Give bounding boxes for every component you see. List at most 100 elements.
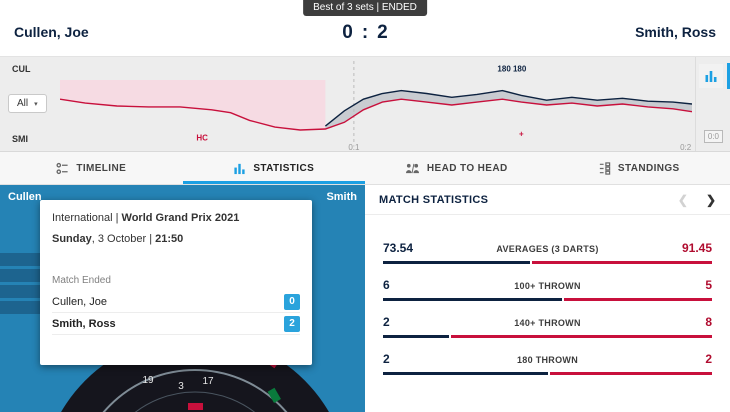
pager-next-icon[interactable]: ❯ xyxy=(705,192,716,207)
chart-axis-tick: 0:1 xyxy=(348,143,360,152)
stat-bar-away xyxy=(531,261,712,264)
chart-annotation: HC xyxy=(196,133,208,143)
tab-timeline-label: TIMELINE xyxy=(76,162,127,174)
stat-bar xyxy=(383,372,712,375)
tab-head-to-head[interactable]: HEAD TO HEAD xyxy=(365,152,548,184)
board-number: 19 xyxy=(142,375,154,386)
away-code-label: SMI xyxy=(12,134,29,144)
match-date: , 3 October xyxy=(91,233,150,245)
chevron-down-icon: ▾ xyxy=(34,100,38,108)
stat-bar-away xyxy=(450,335,712,338)
chart-corner-score: 0:0 xyxy=(703,130,723,143)
score-home: 0 xyxy=(342,22,353,43)
stat-home-value: 2 xyxy=(383,352,390,366)
stat-label: 100+ THROWN xyxy=(514,281,581,291)
pager-prev-icon[interactable]: ❮ xyxy=(677,192,688,207)
match-header: Best of 3 sets | ENDED Cullen, Joe Smith… xyxy=(0,0,730,56)
stat-bar xyxy=(383,298,712,301)
popup-home-score-badge: 0 xyxy=(284,293,300,310)
popup-player-row: Smith, Ross 2 xyxy=(52,313,300,335)
statistics-header: MATCH STATISTICS ❮ ❯ xyxy=(365,185,730,215)
statistics-pager: ❮ ❯ xyxy=(678,193,716,207)
standings-icon xyxy=(598,161,611,175)
board-number: 3 xyxy=(178,381,184,392)
smith-line xyxy=(60,98,692,131)
stat-label: AVERAGES (3 DARTS) xyxy=(496,244,599,254)
stat-bar xyxy=(383,335,712,338)
head-to-head-icon xyxy=(405,162,420,175)
momentum-chart-svg xyxy=(60,61,692,143)
stat-bar-home xyxy=(383,335,449,338)
bar-chart-icon xyxy=(705,71,717,82)
stat-row-140-thrown: 2 140+ THROWN 8 xyxy=(383,315,712,338)
tournament-name: World Grand Prix 2021 xyxy=(121,212,240,224)
tournament-category: International xyxy=(52,212,113,224)
match-score: 0 : 2 xyxy=(342,22,387,44)
chart-axis-tick: 0:2 xyxy=(680,143,692,152)
stat-label: 140+ THROWN xyxy=(514,318,581,328)
momentum-chart-area: CUL SMI All ▾ HC +180 180 0:1 0:2 0:0 xyxy=(0,56,730,152)
statistics-icon xyxy=(233,162,246,175)
panel-away-label: Smith xyxy=(326,191,357,203)
stat-away-value: 5 xyxy=(705,278,712,292)
chart-side-divider xyxy=(695,57,696,151)
stat-away-value: 91.45 xyxy=(681,241,712,255)
stat-bar-home xyxy=(383,298,563,301)
tab-statistics[interactable]: STATISTICS xyxy=(182,152,366,184)
match-info-popup: International | World Grand Prix 2021 Su… xyxy=(40,200,312,365)
chart-type-button[interactable] xyxy=(699,64,723,88)
match-time: 21:50 xyxy=(155,233,184,245)
date-separator: | xyxy=(149,233,156,245)
stat-bar-away xyxy=(549,372,712,375)
panel-home-label: Cullen xyxy=(8,191,42,203)
popup-home-name: Cullen, Joe xyxy=(52,295,108,308)
stat-row-averages: 73.54 AVERAGES (3 DARTS) 91.45 xyxy=(383,241,712,264)
tab-head-to-head-label: HEAD TO HEAD xyxy=(426,162,508,174)
chart-scroll-indicator xyxy=(727,63,730,89)
stat-label: 180 THROWN xyxy=(516,355,578,365)
popup-away-name: Smith, Ross xyxy=(52,317,116,330)
stat-row-180-thrown: 2 180 THROWN 2 xyxy=(383,352,712,375)
popup-away-score-badge: 2 xyxy=(284,315,300,332)
statistics-panel: MATCH STATISTICS ❮ ❯ 73.54 AVERAGES (3 D… xyxy=(365,185,730,412)
scoreboard-panel: Cullen Smith 19 3 17 xyxy=(0,185,365,412)
match-status: Match Ended xyxy=(52,275,111,286)
cullen-line xyxy=(324,89,692,127)
stat-bar-home xyxy=(383,261,530,264)
tournament-line: International | World Grand Prix 2021 xyxy=(52,212,300,224)
stat-away-value: 2 xyxy=(705,352,712,366)
away-player-name: Smith, Ross xyxy=(635,24,716,40)
stat-bar-away xyxy=(564,298,712,301)
stat-bar xyxy=(383,261,712,264)
stat-away-value: 8 xyxy=(705,315,712,329)
match-day: Sunday xyxy=(52,233,92,245)
main-content: Cullen Smith 19 3 17 xyxy=(0,185,730,412)
statistics-title: MATCH STATISTICS xyxy=(379,193,489,206)
stat-bar-home xyxy=(383,372,548,375)
stat-row-100-thrown: 6 100+ THROWN 5 xyxy=(383,278,712,301)
score-separator: : xyxy=(361,22,369,43)
home-player-name: Cullen, Joe xyxy=(14,24,89,40)
tournament-separator: | xyxy=(112,212,122,224)
tab-bar: TIMELINE STATISTICS HEAD TO HEAD xyxy=(0,152,730,185)
chart-filter-label: All xyxy=(17,98,29,109)
stat-home-value: 6 xyxy=(383,278,390,292)
stat-home-value: 73.54 xyxy=(383,241,414,255)
timeline-icon xyxy=(56,162,69,175)
chart-annotation: 180 180 xyxy=(497,64,527,74)
score-away: 2 xyxy=(377,22,388,43)
chart-annotation: + xyxy=(519,129,524,139)
tab-standings-label: STANDINGS xyxy=(617,162,680,174)
statistics-list: 73.54 AVERAGES (3 DARTS) 91.45 6 100+ TH… xyxy=(365,215,730,389)
home-code-label: CUL xyxy=(12,64,31,74)
stat-home-value: 2 xyxy=(383,315,390,329)
datetime-line: Sunday, 3 October | 21:50 xyxy=(52,233,300,245)
momentum-chart-plot: HC +180 180 0:1 0:2 xyxy=(60,57,692,153)
tab-standings[interactable]: STANDINGS xyxy=(548,152,730,184)
board-number: 17 xyxy=(202,376,214,387)
tab-statistics-label: STATISTICS xyxy=(253,162,315,174)
chart-filter-dropdown[interactable]: All ▾ xyxy=(8,94,47,113)
tab-timeline[interactable]: TIMELINE xyxy=(0,152,183,184)
match-meta-badge: Best of 3 sets | ENDED xyxy=(303,0,427,16)
